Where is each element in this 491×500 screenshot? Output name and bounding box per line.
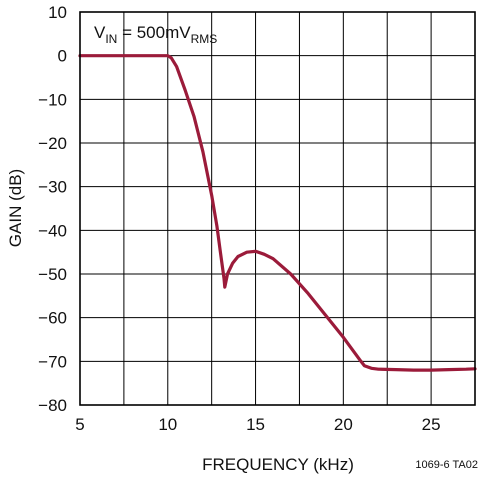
x-tick-label: 5 — [75, 415, 84, 434]
x-tick-label: 10 — [158, 415, 177, 434]
x-axis-label: FREQUENCY (kHz) — [202, 455, 354, 474]
x-tick-label: 25 — [422, 415, 441, 434]
annotation-mid: = 500mV — [117, 23, 191, 42]
annotation-sub-rms: RMS — [191, 32, 218, 46]
series-layer — [78, 54, 477, 372]
annotation-base: V — [94, 23, 106, 42]
y-tick-label: −70 — [38, 352, 67, 371]
y-tick-label: 10 — [48, 3, 67, 22]
y-tick-label: −30 — [38, 178, 67, 197]
gain-curve — [78, 54, 477, 372]
figure-code: 1069-6 TA02 — [415, 459, 478, 471]
y-tick-label: −10 — [38, 90, 67, 109]
grid — [80, 12, 475, 405]
y-tick-label: −20 — [38, 134, 67, 153]
annotation-sub-in: IN — [105, 32, 117, 46]
x-tick-label: 15 — [246, 415, 265, 434]
y-tick-label: 0 — [58, 47, 67, 66]
y-tick-label: −50 — [38, 265, 67, 284]
y-axis-label: GAIN (dB) — [6, 169, 25, 247]
y-tick-label: −80 — [38, 396, 67, 415]
plot-frame — [79, 11, 476, 406]
y-tick-label: −60 — [38, 309, 67, 328]
y-tick-label: −40 — [38, 221, 67, 240]
x-tick-label: 20 — [334, 415, 353, 434]
input-level-annotation: VIN = 500mVRMS — [94, 23, 217, 46]
tick-labels: 5 10 15 20 25 10 0 −10 −20 −30 −40 −50 −60 −70 −80 — [38, 3, 440, 434]
